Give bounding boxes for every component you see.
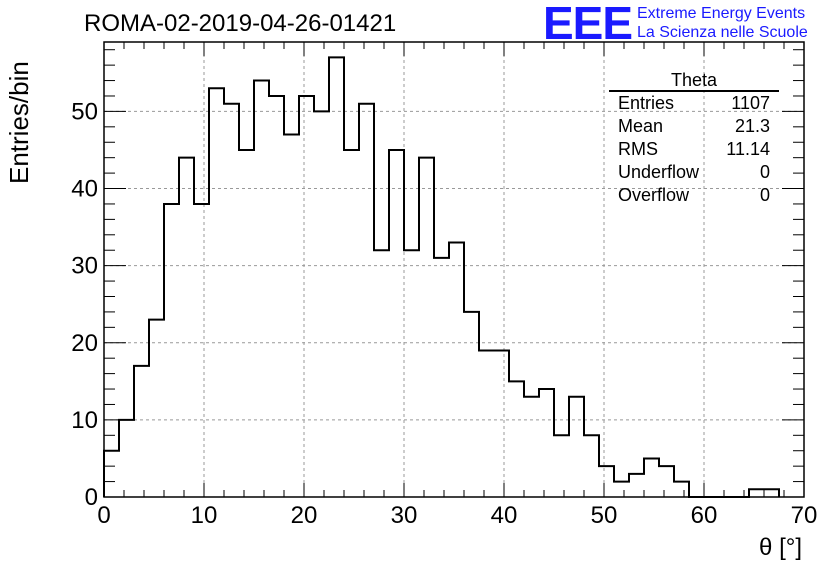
histogram-bin [239, 150, 254, 497]
x-tick-label: 40 [491, 502, 518, 529]
y-tick-label: 20 [71, 330, 98, 357]
stats-value: 21.3 [734, 116, 770, 136]
histogram-bin [149, 320, 164, 497]
histogram-bin [494, 350, 509, 497]
stats-label: Underflow [618, 162, 700, 182]
y-tick-label: 30 [71, 253, 98, 280]
y-tick-label: 10 [71, 407, 98, 434]
stats-value: 1107 [731, 93, 770, 113]
histogram-bin [434, 258, 449, 497]
histogram-bin [644, 458, 659, 497]
histogram-bin [464, 312, 479, 497]
x-tick-label: 30 [391, 502, 418, 529]
histogram-bin [539, 389, 554, 497]
histogram-bin [629, 474, 644, 497]
stats-label: Overflow [618, 185, 690, 205]
stats-value: 11.14 [726, 139, 770, 159]
histogram-bin [209, 88, 224, 497]
stats-row: Overflow 0 [609, 184, 779, 207]
histogram-bin [569, 397, 584, 497]
stats-title: Theta [609, 70, 779, 92]
y-tick-label: 50 [71, 98, 98, 125]
x-tick-label: 10 [191, 502, 218, 529]
stats-row: RMS 11.14 [609, 138, 779, 161]
histogram-bin [584, 435, 599, 497]
histogram-bin [254, 81, 269, 497]
logo-line-2: La Scienza nelle Scuole [637, 24, 808, 41]
x-tick-label: 20 [291, 502, 318, 529]
x-tick-label: 60 [691, 502, 718, 529]
stats-row: Mean 21.3 [609, 115, 779, 138]
stats-label: Mean [618, 116, 664, 136]
histogram-bin [419, 158, 434, 497]
histogram-bin [179, 158, 194, 497]
histogram-bin [674, 482, 689, 497]
stats-value: 0 [759, 185, 770, 205]
histogram-bin [449, 243, 464, 497]
histogram-bin [284, 135, 299, 497]
histogram-bin [314, 111, 329, 497]
histogram-bin [329, 57, 344, 497]
histogram-bin [599, 466, 614, 497]
histogram-bin [389, 150, 404, 497]
logo-line-1: Extreme Energy Events [637, 5, 806, 22]
histogram-bin [104, 451, 119, 497]
histogram-bin [659, 466, 674, 497]
histogram-bin [509, 381, 524, 497]
y-axis-label: Entries/bin [4, 61, 34, 184]
histogram-bin [119, 420, 134, 497]
histogram-bin [764, 489, 779, 497]
stats-label: Entries [618, 93, 675, 113]
chart-title: ROMA-02-2019-04-26-01421 [84, 10, 397, 37]
stats-box: Theta Entries 1107 Mean 21.3 RMS 11.14 U… [609, 70, 779, 207]
histogram-bin [359, 104, 374, 497]
histogram-outline [103, 56, 780, 498]
histogram-bin [404, 250, 419, 497]
histogram-bin [194, 204, 209, 497]
histogram-bin [524, 397, 539, 497]
histogram-bin [749, 489, 764, 497]
histogram-bin [479, 350, 494, 497]
stats-value: 0 [759, 162, 770, 182]
histogram-bin [614, 482, 629, 497]
y-tick-label: 40 [71, 176, 98, 203]
x-tick-label: 70 [791, 502, 818, 529]
x-axis-label: θ [°] [759, 534, 802, 561]
eee-logo: EEE [543, 0, 633, 49]
x-tick-label: 50 [591, 502, 618, 529]
histogram-bin [554, 435, 569, 497]
y-tick-label: 0 [85, 484, 98, 511]
histogram-bin [299, 96, 314, 497]
x-tick-label: 0 [97, 502, 110, 529]
histogram-bin [164, 204, 179, 497]
stats-row: Entries 1107 [609, 92, 779, 115]
histogram-bin [224, 104, 239, 497]
stats-label: RMS [618, 139, 658, 159]
plot-frame [103, 41, 805, 498]
stats-row: Underflow 0 [609, 161, 779, 184]
histogram-bin [344, 150, 359, 497]
histogram-bin [134, 366, 149, 497]
histogram-bin [374, 250, 389, 497]
histogram-bin [269, 96, 284, 497]
